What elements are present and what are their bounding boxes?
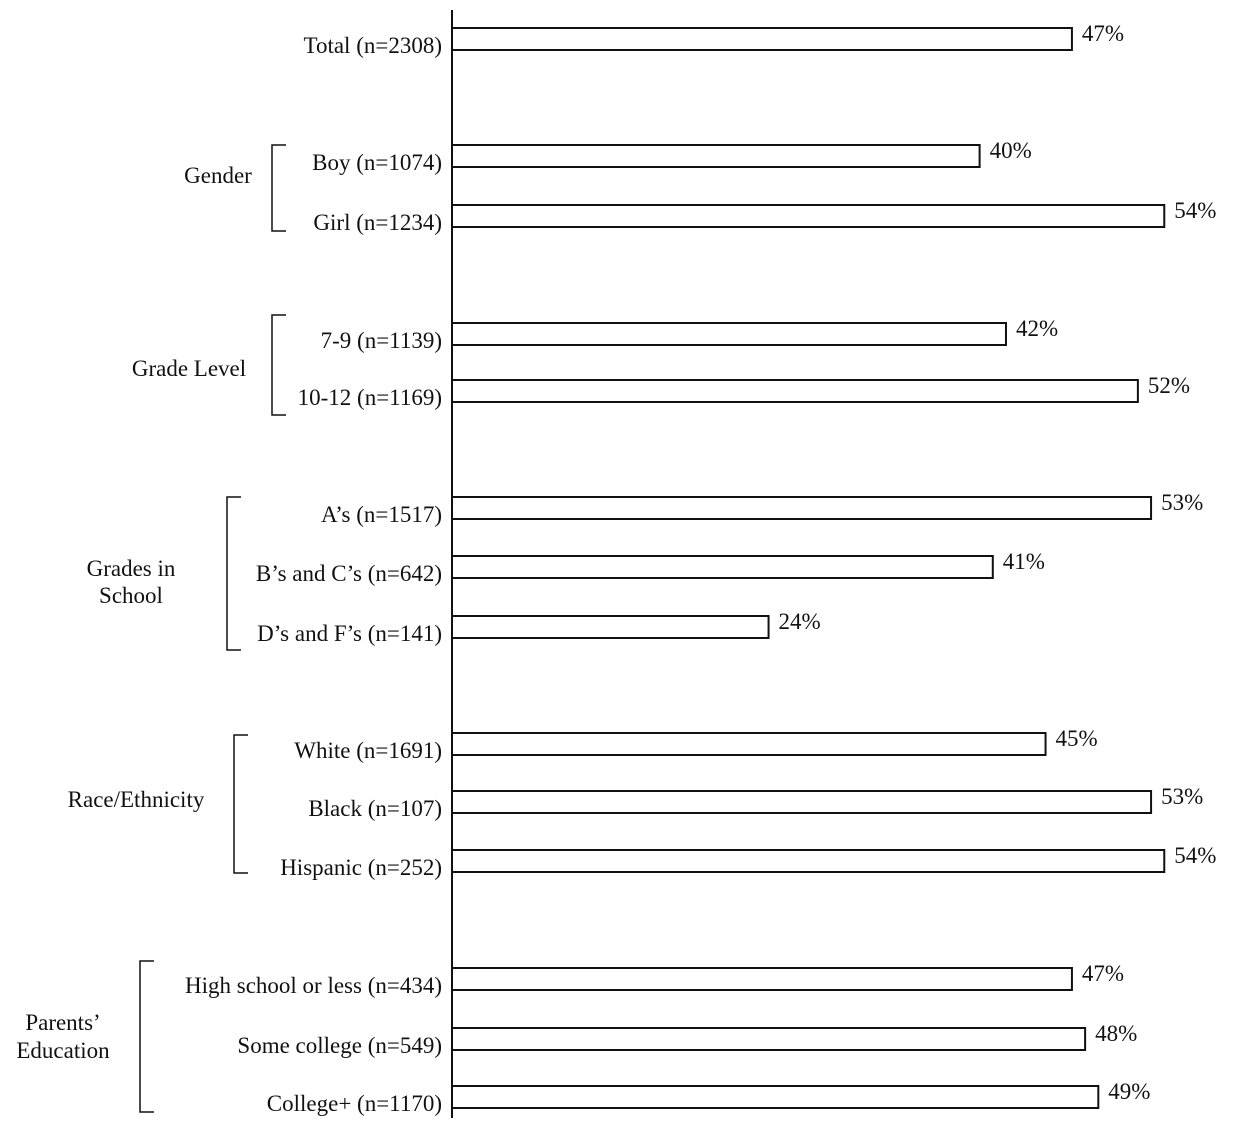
row-label: D’s and F’s (n=141) [257,621,442,646]
bar [451,379,1139,403]
bar [451,27,1073,51]
value-label: 47% [1082,21,1124,46]
value-label: 45% [1056,726,1098,751]
bar [451,967,1073,991]
bars [451,27,1166,1109]
value-label: 42% [1016,316,1058,341]
bar [451,790,1153,814]
group-label: Grades in [87,556,176,581]
value-label: 53% [1161,784,1203,809]
row-label: 10-12 (n=1169) [298,385,442,410]
row-label: A’s (n=1517) [321,502,442,527]
row-labels: Total (n=2308) Boy (n=1074) Girl (n=1234) 7… [185,33,442,1116]
bar [451,555,994,579]
value-label: 24% [779,609,821,634]
group-label: Grade Level [132,356,246,381]
value-label: 54% [1174,198,1216,223]
group-bracket [226,496,241,651]
value-label: 47% [1082,961,1124,986]
bar [451,1027,1087,1051]
bar [451,849,1166,873]
group-label: Gender [184,163,252,188]
group-bracket [233,734,248,874]
value-label: 40% [990,138,1032,163]
bar [451,204,1166,228]
row-label: Girl (n=1234) [313,210,442,235]
value-label: 48% [1095,1021,1137,1046]
bar [451,322,1007,346]
row-label: Black (n=107) [308,796,442,821]
row-label: High school or less (n=434) [185,973,442,998]
row-label: Hispanic (n=252) [280,855,442,880]
row-label: B’s and C’s (n=642) [256,561,442,586]
value-label: 52% [1148,373,1190,398]
row-label: College+ (n=1170) [267,1091,442,1116]
group-bracket [271,144,286,232]
value-label: 49% [1108,1079,1150,1104]
group-label: Education [16,1038,110,1063]
group-bracket [271,314,286,416]
group-label: School [99,583,163,608]
group-label: Race/Ethnicity [68,787,205,812]
bar [451,144,981,168]
row-label: White (n=1691) [294,738,442,763]
bar [451,615,770,639]
row-label: 7-9 (n=1139) [321,328,442,353]
value-labels: 47% 40% 54% 42% 52% 53% 41% 24% 45% 53% 54% 47% 48% 4… [779,21,1217,1104]
row-label: Some college (n=549) [237,1033,442,1058]
value-label: 53% [1161,490,1203,515]
group-bracket [139,960,154,1113]
row-label: Boy (n=1074) [312,150,442,175]
bar [451,1085,1100,1109]
value-label: 54% [1174,843,1216,868]
bar [451,732,1047,756]
row-label: Total (n=2308) [304,33,442,58]
group-brackets [139,144,286,1113]
group-label: Parents’ [25,1010,100,1035]
value-label: 41% [1003,549,1045,574]
bar [451,496,1153,520]
